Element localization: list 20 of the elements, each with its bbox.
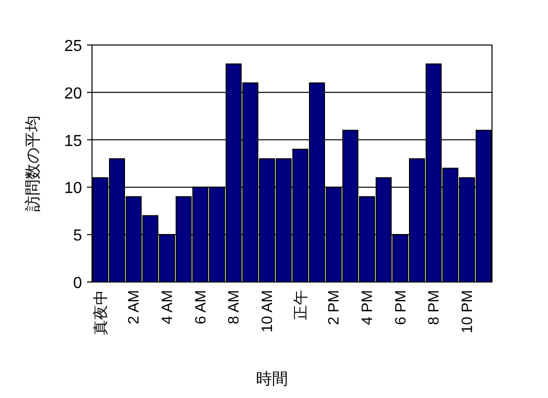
y-tick-label: 5 [73,228,82,245]
x-tick-label: 4 AM [159,290,176,324]
x-tick-label: 真夜中 [92,290,110,335]
x-tick-label: 8 AM [226,290,243,324]
x-tick-label: 6 AM [192,290,210,324]
x-tick-label: 2 PM [326,290,343,326]
x-tick-label: 2 AM [126,290,143,324]
y-tick-label: 15 [64,132,82,150]
x-tick-label: 10 AM [259,290,276,333]
y-tick-label: 20 [64,85,82,102]
y-tick-label: 10 [64,180,82,198]
x-tick-label: 4 PM [359,290,376,326]
x-axis-title: 時間 [256,370,288,388]
x-tick-label: 10 PM [459,290,476,334]
x-tick-label: 6 PM [392,290,410,326]
y-tick-label: 25 [64,38,82,55]
y-tick-label: 0 [73,275,82,292]
x-tick-label: 8 PM [426,290,443,326]
x-tick-label: 正午 [292,290,310,320]
y-axis-title: 訪問数の平均 [24,116,42,212]
